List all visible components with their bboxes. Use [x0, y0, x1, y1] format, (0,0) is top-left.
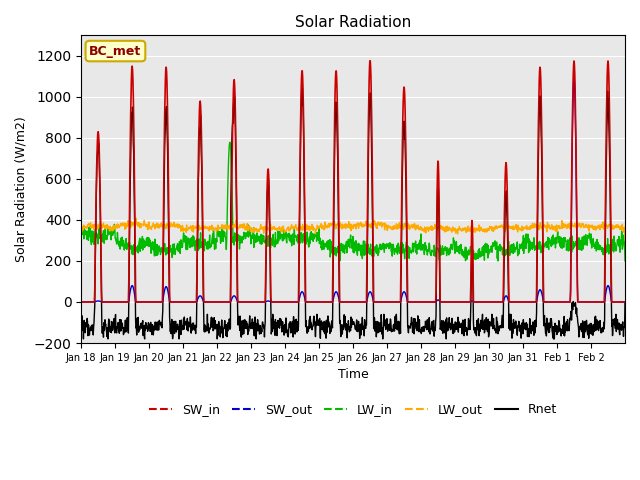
- LW_out: [132, 215, 140, 221]
- SW_out: [509, 299, 516, 305]
- Rnet: [259, 322, 267, 328]
- SW_in: [621, 299, 629, 305]
- Title: Solar Radiation: Solar Radiation: [295, 15, 412, 30]
- Line: SW_out: SW_out: [81, 78, 625, 302]
- LW_in: [509, 251, 517, 256]
- SW_out: [570, 75, 578, 81]
- SW_in: [77, 299, 85, 305]
- SW_out: [198, 295, 206, 301]
- LW_out: [509, 227, 516, 232]
- LW_out: [557, 225, 564, 230]
- LW_in: [557, 245, 565, 251]
- Text: BC_met: BC_met: [90, 45, 141, 58]
- Line: Rnet: Rnet: [81, 88, 625, 339]
- SW_out: [259, 299, 267, 305]
- LW_in: [438, 249, 445, 255]
- Line: SW_in: SW_in: [81, 60, 625, 302]
- LW_out: [438, 226, 445, 232]
- LW_in: [198, 239, 206, 245]
- SW_out: [438, 299, 445, 305]
- LW_in: [77, 220, 85, 226]
- SW_out: [621, 299, 629, 305]
- SW_in: [198, 170, 206, 176]
- Line: LW_in: LW_in: [81, 143, 625, 261]
- Line: LW_out: LW_out: [81, 218, 625, 240]
- LW_out: [621, 238, 629, 243]
- SW_in: [438, 299, 445, 305]
- Rnet: [438, 328, 446, 334]
- SW_in: [557, 299, 564, 305]
- SW_out: [557, 299, 564, 305]
- Legend: SW_in, SW_out, LW_in, LW_out, Rnet: SW_in, SW_out, LW_in, LW_out, Rnet: [145, 398, 562, 421]
- Rnet: [79, 336, 87, 342]
- SW_out: [77, 299, 85, 305]
- LW_out: [259, 224, 267, 229]
- LW_in: [226, 140, 234, 145]
- LW_in: [621, 258, 629, 264]
- LW_out: [186, 225, 193, 231]
- SW_in: [259, 299, 267, 305]
- SW_in: [185, 299, 193, 305]
- SW_out: [185, 299, 193, 305]
- Rnet: [557, 333, 565, 339]
- LW_in: [494, 258, 502, 264]
- Rnet: [621, 299, 629, 305]
- Rnet: [298, 85, 306, 91]
- Rnet: [77, 323, 85, 329]
- X-axis label: Time: Time: [338, 368, 369, 381]
- LW_in: [185, 239, 193, 245]
- SW_in: [509, 299, 516, 305]
- Rnet: [198, 219, 206, 225]
- Y-axis label: Solar Radiation (W/m2): Solar Radiation (W/m2): [15, 116, 28, 262]
- LW_out: [77, 227, 85, 232]
- LW_out: [198, 222, 206, 228]
- Rnet: [509, 324, 517, 330]
- LW_in: [259, 238, 267, 244]
- Rnet: [186, 324, 193, 330]
- SW_in: [366, 58, 374, 63]
